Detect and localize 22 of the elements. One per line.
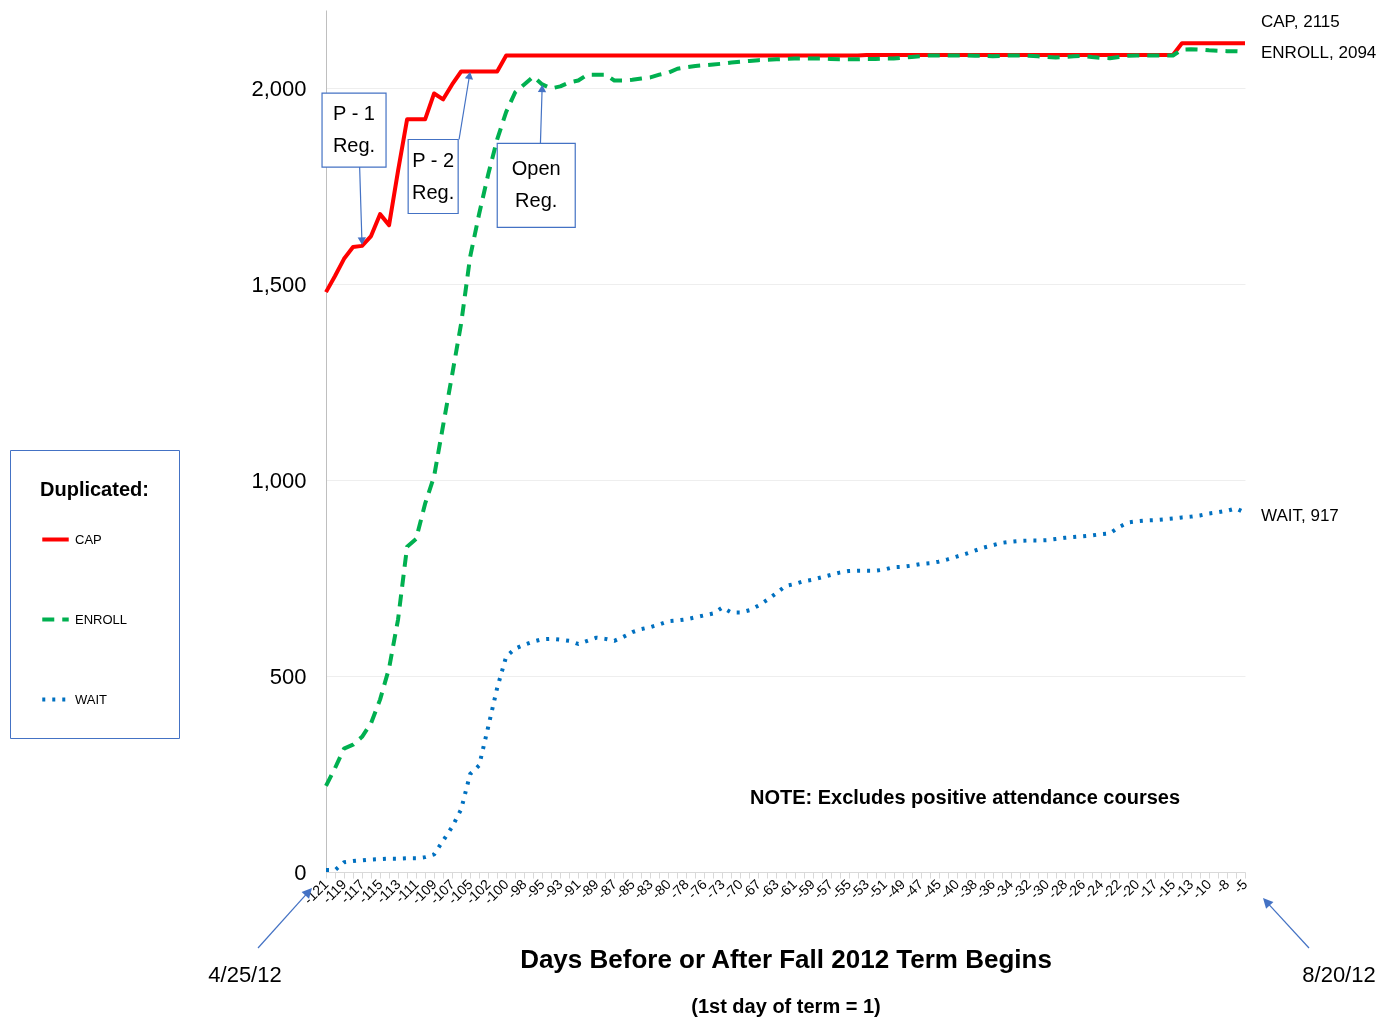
x-axis-title: Days Before or After Fall 2012 Term Begins — [520, 944, 1052, 975]
annotation: ENROLL, 2094 — [1261, 42, 1377, 62]
annotation: Open Reg. — [511, 157, 561, 212]
y-tick-label: 2,000 — [251, 75, 307, 101]
text: 4/25/12 — [208, 962, 282, 987]
x-tick-label: -8 — [1212, 875, 1233, 897]
y-tick-label: 500 — [269, 663, 307, 689]
annotation: P - 1 Reg. — [332, 102, 376, 157]
y-tick-label: 1,000 — [251, 467, 307, 493]
y-tick-label: 1,500 — [251, 271, 307, 297]
annotation: NOTE: Excludes positive attendance courses — [749, 786, 1181, 808]
annotation: WAIT, 917 — [1261, 505, 1339, 525]
annotation: P - 2 Reg. — [412, 148, 455, 203]
legend-label: WAIT — [75, 691, 108, 707]
x-tick-label: -5 — [1230, 875, 1251, 897]
legend-title: Duplicated: — [40, 478, 149, 500]
y-tick-label: 0 — [294, 859, 307, 885]
legend-label: CAP — [75, 531, 102, 547]
text: 8/20/12 — [1302, 962, 1376, 987]
annotation: CAP, 2115 — [1261, 12, 1340, 32]
legend-label: ENROLL — [75, 611, 128, 627]
text: (1st day of term = 1) — [691, 995, 881, 1017]
